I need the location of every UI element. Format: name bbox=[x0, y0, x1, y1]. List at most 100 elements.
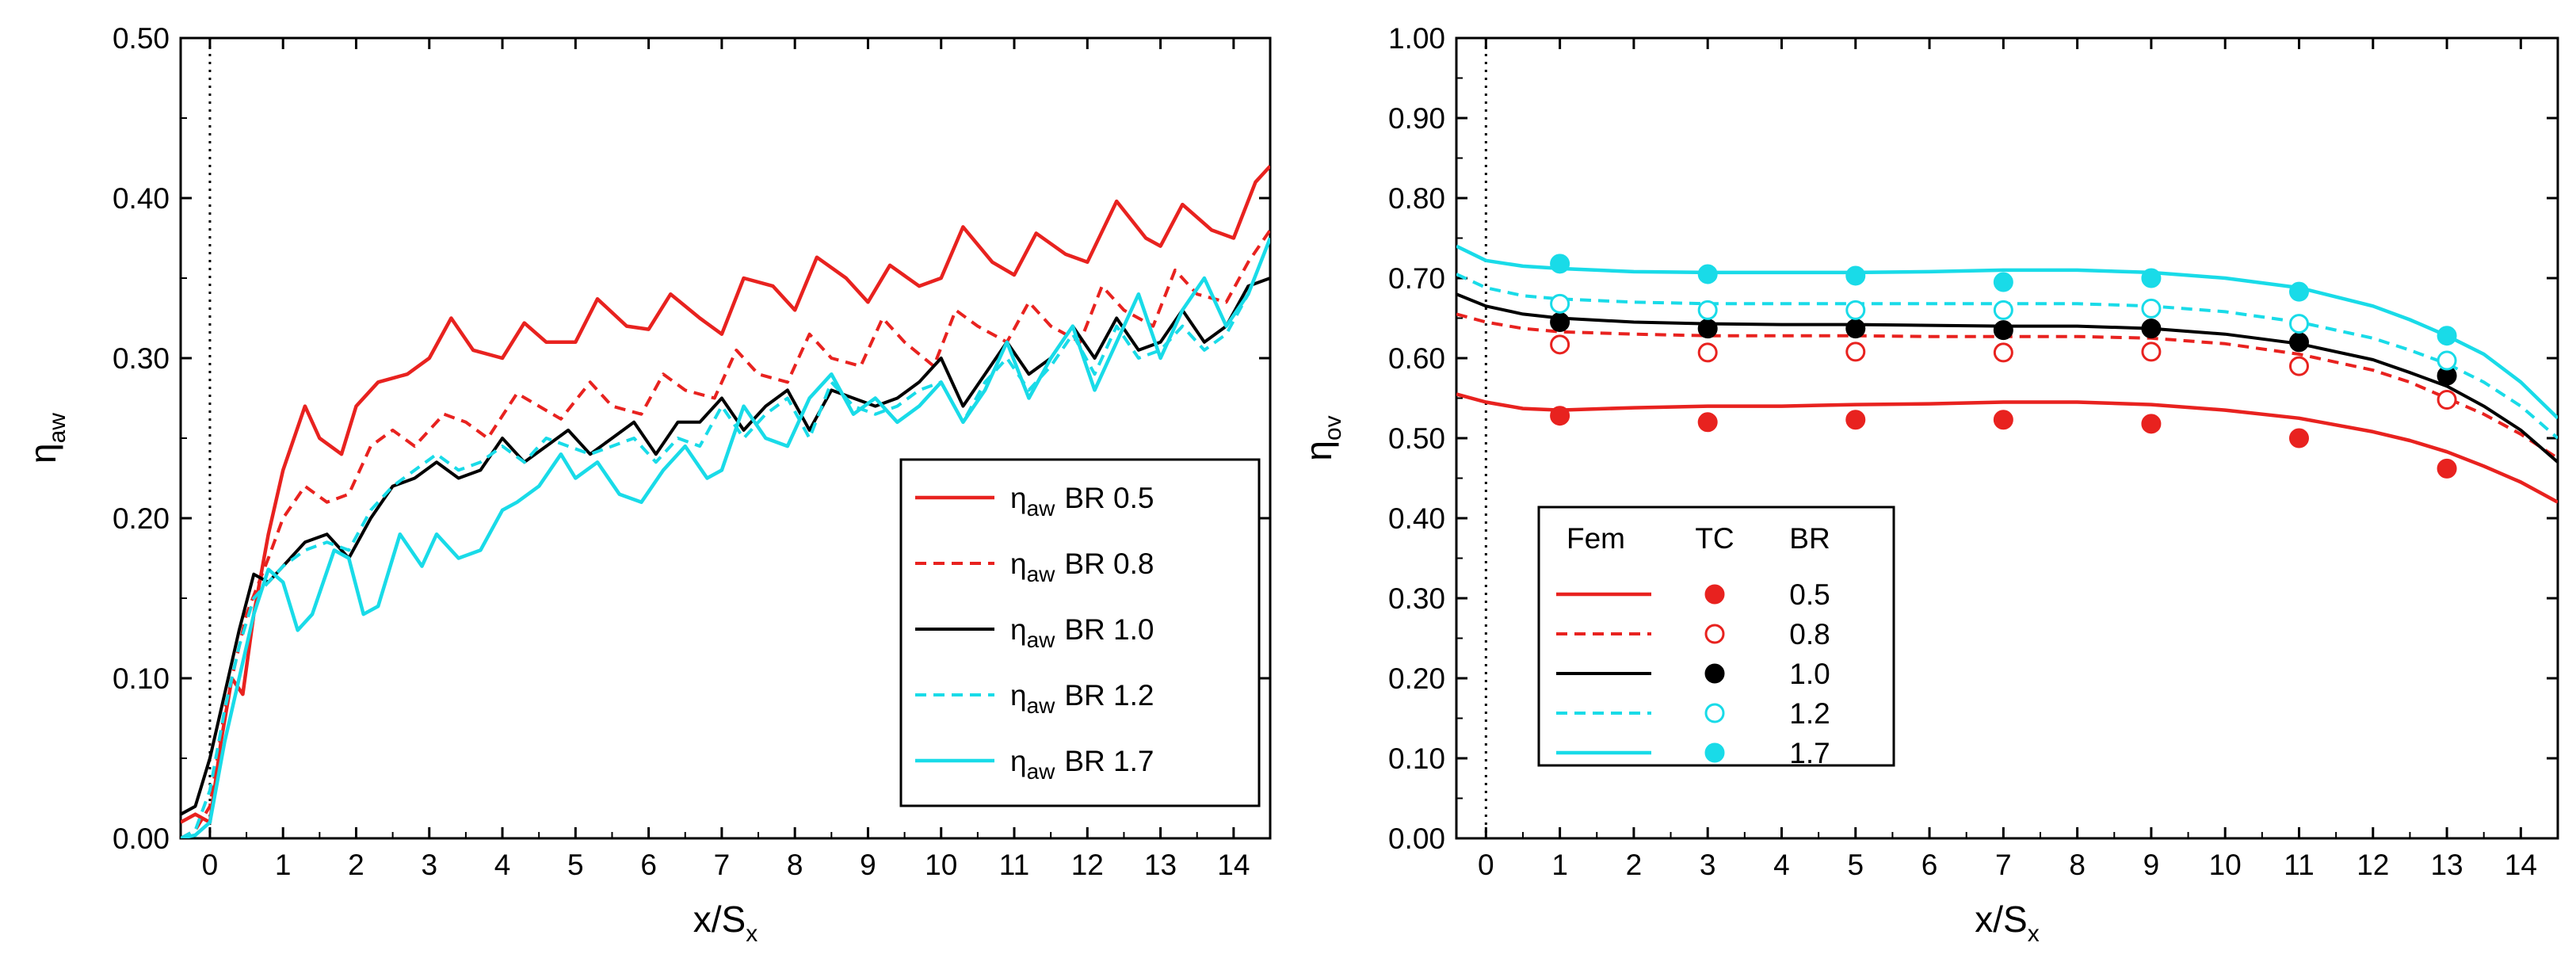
y-tick-label: 0.90 bbox=[1388, 102, 1445, 135]
tc-marker bbox=[1845, 265, 1866, 286]
tc-marker bbox=[2437, 350, 2457, 371]
y-axis-title: ηov bbox=[1298, 415, 1346, 460]
right-chart-effectiveness-ov: 0 1 2 3 4 5 6 7 8 9 10 11 12 13 140.000.100.200.300.40… bbox=[1298, 22, 2559, 947]
y-axis-title: ηaw bbox=[22, 413, 71, 464]
x-tick-label: 9 bbox=[860, 849, 876, 881]
x-tick-label: 10 bbox=[925, 849, 957, 881]
tc-marker bbox=[1845, 342, 1866, 362]
x-tick-label: 12 bbox=[1071, 849, 1104, 881]
x-tick-label: 6 bbox=[1922, 849, 1938, 881]
x-tick-label: 1 bbox=[1551, 849, 1568, 881]
y-tick-label: 0.40 bbox=[113, 182, 170, 215]
x-tick-label: 12 bbox=[2357, 849, 2389, 881]
tc-marker bbox=[1697, 342, 1718, 363]
tc-marker bbox=[2141, 414, 2162, 434]
left-chart-effectiveness-aw: 0 1 2 3 4 5 6 7 8 9 10 11 12 13 140.000.100.200.300.40… bbox=[22, 22, 1272, 947]
tc-marker bbox=[2288, 314, 2309, 334]
legend-label: 0.5 bbox=[1789, 578, 1830, 611]
tc-marker bbox=[2288, 281, 2309, 302]
x-tick-label: 1 bbox=[275, 849, 292, 881]
x-tick-label: 3 bbox=[1700, 849, 1716, 881]
series-line-0-5 bbox=[1456, 392, 2558, 504]
y-tick-label: 0.40 bbox=[1388, 502, 1445, 535]
x-tick-label: 11 bbox=[999, 849, 1029, 881]
y-tick-label: 0.30 bbox=[1388, 582, 1445, 615]
legend-marker bbox=[1704, 624, 1725, 644]
tc-marker bbox=[1550, 334, 1570, 355]
x-tick-label: 3 bbox=[421, 849, 437, 881]
series-line-br-1-0 bbox=[181, 277, 1270, 816]
series-line-br-1-7 bbox=[181, 237, 1270, 838]
tc-marker bbox=[1993, 410, 2013, 430]
y-tick-label: 0.70 bbox=[1388, 262, 1445, 295]
tc-marker bbox=[1550, 312, 1570, 333]
legend-header: Fem bbox=[1567, 522, 1625, 555]
x-tick-label: 7 bbox=[1995, 849, 2012, 881]
x-tick-label: 0 bbox=[1478, 849, 1494, 881]
tc-marker bbox=[2141, 342, 2162, 362]
y-tick-label: 0.20 bbox=[113, 502, 170, 535]
legend-label: ηaw BR 0.8 bbox=[1010, 548, 1154, 586]
tc-marker bbox=[1993, 300, 2013, 320]
legend-header: BR bbox=[1789, 522, 1830, 555]
x-tick-label: 4 bbox=[1773, 849, 1790, 881]
x-tick-label: 13 bbox=[2430, 849, 2463, 881]
series-line-br-0-5 bbox=[181, 165, 1270, 825]
legend-header: TC bbox=[1695, 522, 1734, 555]
tc-marker bbox=[2141, 298, 2162, 319]
x-tick-label: 5 bbox=[1847, 849, 1864, 881]
y-tick-label: 0.80 bbox=[1388, 182, 1445, 215]
tc-marker bbox=[2437, 326, 2457, 346]
y-tick-label: 0.20 bbox=[1388, 662, 1445, 695]
legend-label: ηaw BR 1.0 bbox=[1010, 613, 1154, 652]
x-tick-label: 4 bbox=[494, 849, 511, 881]
tc-marker bbox=[1993, 272, 2013, 292]
x-axis-title: x/Sx bbox=[1975, 899, 2039, 947]
tc-marker bbox=[2288, 428, 2309, 448]
y-tick-label: 0.00 bbox=[113, 822, 170, 855]
legend-marker bbox=[1704, 663, 1725, 684]
x-tick-label: 6 bbox=[640, 849, 657, 881]
y-tick-label: 1.00 bbox=[1388, 22, 1445, 55]
tc-marker bbox=[1845, 410, 1866, 430]
tc-marker bbox=[1993, 342, 2013, 363]
x-tick-label: 8 bbox=[2069, 849, 2086, 881]
tc-marker bbox=[1845, 300, 1866, 320]
x-tick-label: 14 bbox=[2505, 849, 2537, 881]
legend-marker bbox=[1704, 703, 1725, 723]
y-tick-label: 0.60 bbox=[1388, 342, 1445, 375]
x-axis-title: x/Sx bbox=[693, 899, 758, 947]
legend-box bbox=[899, 458, 1261, 807]
tc-marker bbox=[2437, 458, 2457, 479]
tc-marker bbox=[2141, 319, 2162, 339]
tc-marker bbox=[1550, 254, 1570, 274]
series-line-1-0 bbox=[1456, 292, 2558, 464]
x-tick-label: 14 bbox=[1217, 849, 1250, 881]
tc-marker bbox=[1550, 406, 1570, 426]
x-tick-label: 7 bbox=[714, 849, 731, 881]
legend-label: 0.8 bbox=[1789, 618, 1830, 651]
x-tick-label: 2 bbox=[1626, 849, 1643, 881]
x-tick-label: 2 bbox=[348, 849, 364, 881]
tc-marker bbox=[1993, 320, 2013, 341]
tc-marker bbox=[1697, 300, 1718, 320]
x-tick-label: 13 bbox=[1144, 849, 1177, 881]
x-tick-label: 9 bbox=[2143, 849, 2160, 881]
y-tick-label: 0.50 bbox=[113, 22, 170, 55]
tc-marker bbox=[2288, 356, 2309, 376]
tc-marker bbox=[1550, 293, 1570, 314]
y-tick-label: 0.10 bbox=[1388, 742, 1445, 775]
x-tick-label: 5 bbox=[567, 849, 584, 881]
tc-marker bbox=[1845, 319, 1866, 339]
x-tick-label: 10 bbox=[2209, 849, 2242, 881]
series-line-br-0-8 bbox=[181, 229, 1270, 838]
tc-marker bbox=[1697, 264, 1718, 284]
tc-marker bbox=[2141, 268, 2162, 288]
tc-marker bbox=[2437, 390, 2457, 410]
tc-marker bbox=[1697, 412, 1718, 433]
x-tick-label: 8 bbox=[787, 849, 803, 881]
legend-marker bbox=[1704, 742, 1725, 763]
y-tick-label: 0.00 bbox=[1388, 822, 1445, 855]
x-tick-label: 0 bbox=[202, 849, 219, 881]
